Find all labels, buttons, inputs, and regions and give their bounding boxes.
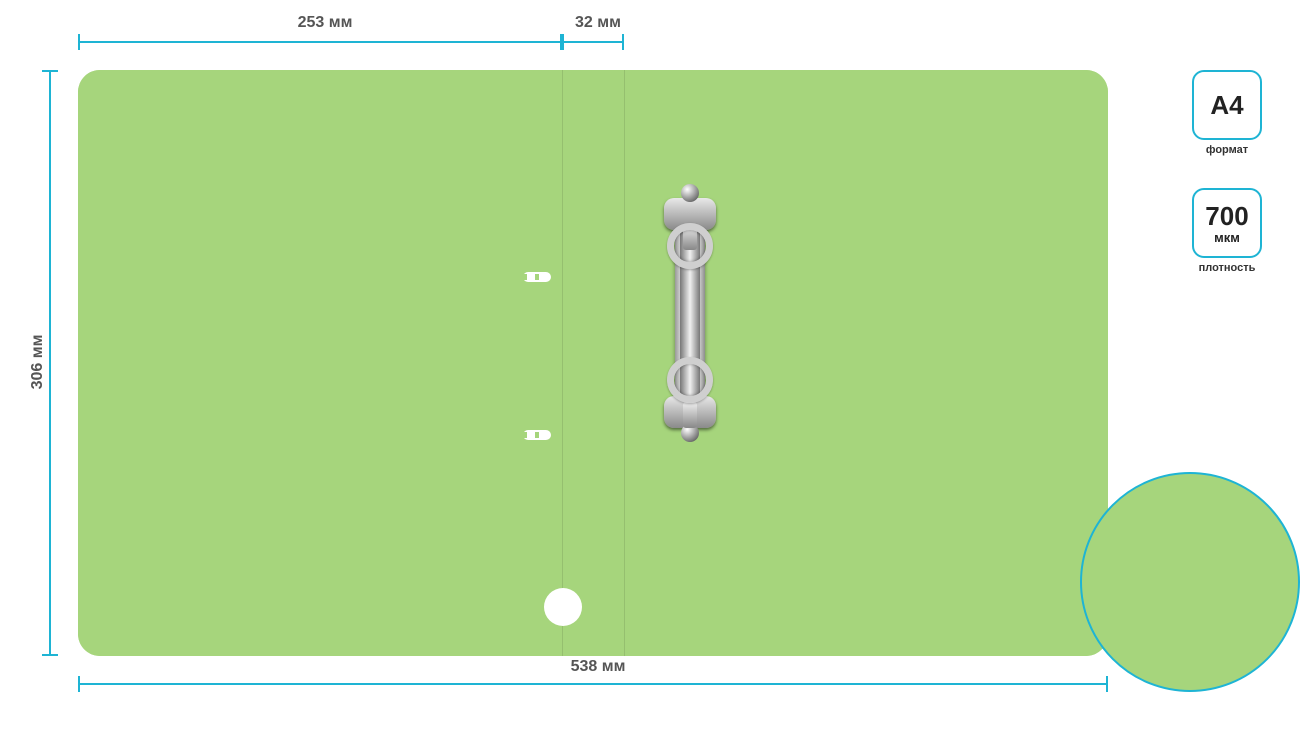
folder-back-panel: [78, 70, 562, 656]
dimension-width-spine: [562, 34, 624, 50]
badge-caption: плотность: [1182, 262, 1272, 274]
dimension-width-total: [78, 676, 1108, 692]
dim-cap: [78, 34, 80, 50]
badge-big-text: A4: [1194, 92, 1260, 118]
finger-hole: [544, 588, 582, 626]
dim-unit: мм: [329, 14, 353, 31]
folder-spine: [562, 70, 624, 656]
dim-cap: [42, 70, 58, 72]
dim-value: 32: [575, 14, 593, 31]
format-badge: A4: [1192, 70, 1262, 140]
dimension-label: 538 мм: [558, 658, 638, 676]
dim-cap: [562, 34, 564, 50]
mech-rivet: [681, 184, 699, 202]
color-swatch: [1080, 472, 1300, 692]
ring-mechanism: [660, 188, 720, 438]
mech-ring: [667, 223, 713, 269]
dim-line: [49, 70, 51, 656]
badge-small-text: мкм: [1194, 231, 1260, 244]
spine-crease: [562, 70, 563, 656]
dim-value: 306: [29, 363, 46, 390]
dim-cap: [1106, 676, 1108, 692]
dim-cap: [42, 654, 58, 656]
badge-big-text: 700: [1194, 203, 1260, 229]
mech-ring: [667, 357, 713, 403]
dimension-label: 253 мм: [285, 14, 365, 32]
dim-value: 538: [571, 658, 598, 675]
dim-line: [562, 41, 624, 43]
dimension-width-panel: [78, 34, 562, 50]
dimension-label: 32 мм: [563, 14, 633, 32]
badge-caption: формат: [1182, 144, 1272, 156]
density-badge: 700 мкм: [1192, 188, 1262, 258]
dim-cap: [622, 34, 624, 50]
dim-line: [78, 41, 562, 43]
punch-slot: [523, 430, 551, 440]
dim-unit: мм: [602, 658, 626, 675]
dimension-label: 306 мм: [29, 332, 47, 392]
punch-slot: [523, 272, 551, 282]
dim-value: 253: [298, 14, 325, 31]
dim-unit: мм: [29, 335, 46, 359]
product-infographic: 253 мм 32 мм 306 мм 538 мм A4 формат 700…: [0, 0, 1300, 750]
spine-crease: [624, 70, 625, 656]
mech-lever: [683, 402, 697, 428]
dim-unit: мм: [597, 14, 621, 31]
folder-body: [78, 70, 1108, 656]
dim-line: [78, 683, 1108, 685]
dim-cap: [78, 676, 80, 692]
